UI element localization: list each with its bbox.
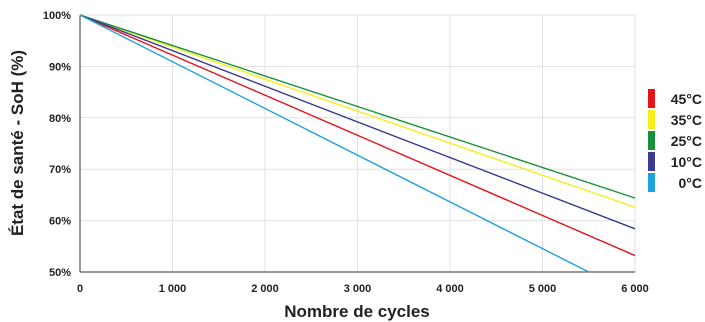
y-tick-label: 50% (49, 267, 71, 279)
x-tick-label: 6 000 (621, 283, 649, 295)
y-axis-title: État de santé - SoH (%) (8, 50, 27, 236)
series-line-25C (79, 14, 636, 199)
legend-label: 25°C (671, 133, 702, 149)
x-tick-label: 3 000 (344, 283, 372, 295)
axes (79, 15, 635, 273)
series-lines (79, 14, 636, 273)
tick-labels: 50% 60% 70% 80% 90% 100% 0 1 000 2 000 3 000 4 000… (43, 10, 649, 295)
legend-label: 35°C (671, 112, 702, 128)
x-tick-label: 4 000 (436, 283, 464, 295)
legend-swatch (648, 152, 655, 171)
y-tick-label: 90% (49, 61, 71, 73)
legend-label: 45°C (671, 91, 702, 107)
y-tick-label: 80% (49, 113, 71, 125)
x-axis-title: Nombre de cycles (284, 302, 430, 321)
series-line-0C (79, 14, 590, 273)
legend-label: 10°C (671, 154, 702, 170)
legend-swatch (648, 110, 655, 129)
y-tick-label: 100% (43, 10, 71, 22)
series-line-35C (79, 14, 636, 208)
legend: 45°C 35°C 25°C 10°C 0°C (648, 89, 702, 192)
legend-swatch (648, 89, 655, 108)
x-tick-label: 0 (77, 283, 83, 295)
legend-swatch (648, 131, 655, 150)
x-tick-label: 5 000 (529, 283, 557, 295)
grid-lines (79, 14, 636, 273)
y-tick-label: 70% (49, 164, 71, 176)
legend-label: 0°C (679, 175, 703, 191)
series-line-45C (79, 14, 636, 257)
x-tick-label: 1 000 (159, 283, 187, 295)
legend-swatch (648, 173, 655, 192)
series-line-10C (79, 14, 636, 230)
y-tick-label: 60% (49, 216, 71, 228)
x-tick-label: 2 000 (251, 283, 279, 295)
